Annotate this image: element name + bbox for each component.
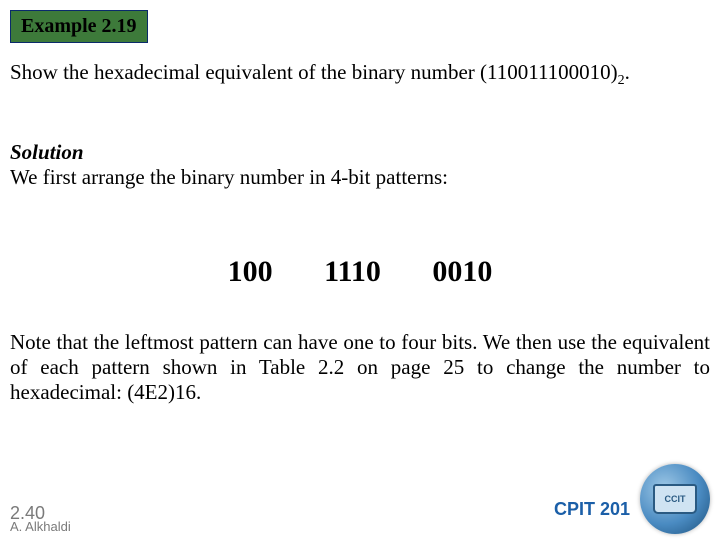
logo-text: CCIT (653, 484, 697, 514)
author-name: A. Alkhaldi (10, 519, 71, 534)
solution-block: Solution We first arrange the binary num… (10, 140, 710, 190)
explanation-note: Note that the leftmost pattern can have … (10, 330, 710, 405)
course-code: CPIT 201 (554, 499, 630, 520)
problem-prefix: Show the hexadecimal equivalent of the b… (10, 60, 618, 84)
bit-group: 1110 (324, 255, 381, 289)
institution-logo: CCIT (640, 464, 710, 534)
logo-circle: CCIT (640, 464, 710, 534)
bit-group: 100 (228, 255, 273, 289)
bit-group: 0010 (432, 255, 492, 289)
footer: 2.40 A. Alkhaldi CPIT 201 CCIT (0, 494, 720, 534)
solution-label: Solution (10, 140, 710, 165)
problem-subscript: 2 (618, 73, 625, 88)
bit-pattern-row: 100 1110 0010 (0, 255, 720, 289)
problem-suffix: . (625, 60, 630, 84)
example-badge: Example 2.19 (10, 10, 148, 43)
solution-text: We first arrange the binary number in 4-… (10, 165, 710, 190)
example-badge-text: Example 2.19 (21, 15, 137, 37)
problem-statement: Show the hexadecimal equivalent of the b… (10, 60, 710, 89)
